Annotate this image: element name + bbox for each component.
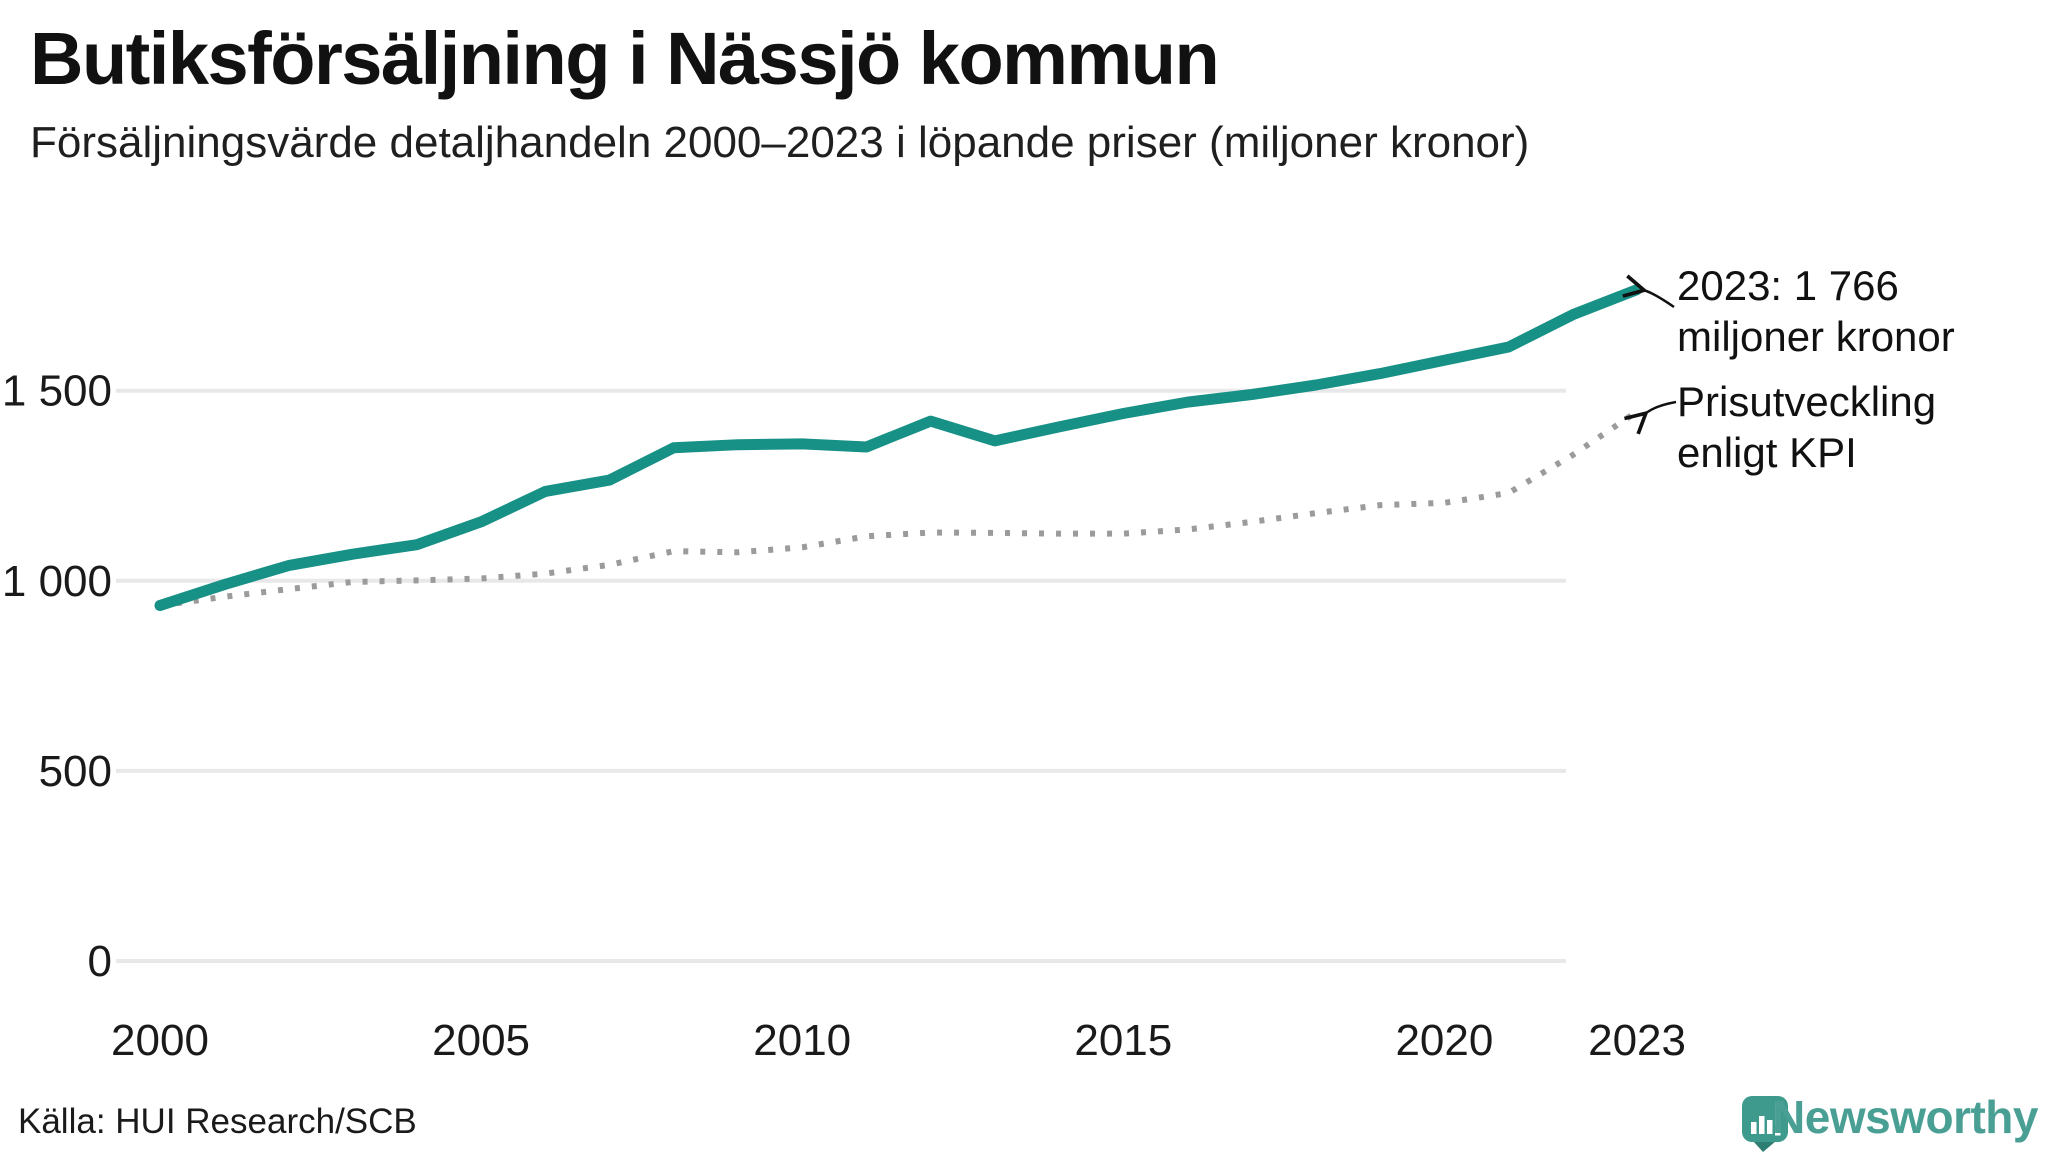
annotation-kpi-label: Prisutveckling enligt KPI <box>1677 376 1936 478</box>
annotation-latest-value: 2023: 1 766 miljoner kronor <box>1677 260 1955 362</box>
brand-name: Newsworthy <box>1772 1091 2038 1143</box>
annotation-kpi-line1: Prisutveckling <box>1677 378 1937 425</box>
x-tick-label-2010: 2010 <box>753 1016 851 1065</box>
y-tick-label-1500: 1 500 <box>2 367 112 416</box>
series-line-kpi <box>159 409 1639 609</box>
data-series-lines <box>154 284 1643 612</box>
annotation-latest-line2: miljoner kronor <box>1677 313 1955 360</box>
newsworthy-brand-link[interactable]: Newsworthy <box>1772 1090 2038 1144</box>
x-tick-label-2000: 2000 <box>111 1016 209 1065</box>
y-tick-label-500: 500 <box>39 747 112 796</box>
series-line-sales <box>154 284 1643 612</box>
x-tick-label-2020: 2020 <box>1395 1016 1493 1065</box>
page-subtitle: Försäljningsvärde detaljhandeln 2000–202… <box>30 118 1530 167</box>
gridlines <box>116 388 1566 963</box>
x-axis-tick-labels: 2000 2005 2010 2015 2020 2023 <box>111 1016 1686 1065</box>
y-tick-label-0: 0 <box>88 937 112 986</box>
newsworthy-logo-icon <box>1742 1096 1788 1152</box>
x-tick-label-2015: 2015 <box>1074 1016 1172 1065</box>
annotation-arrow-latest <box>1643 290 1675 309</box>
annotation-arrow-kpi <box>1645 400 1677 414</box>
x-tick-label-2023: 2023 <box>1588 1016 1686 1065</box>
y-axis-tick-labels: 0 500 1 000 1 500 <box>2 367 112 986</box>
source-note: Källa: HUI Research/SCB <box>18 1102 417 1141</box>
annotation-kpi-line2: enligt KPI <box>1677 429 1857 476</box>
x-tick-label-2005: 2005 <box>432 1016 530 1065</box>
y-tick-label-1000: 1 000 <box>2 557 112 606</box>
annotation-latest-line1: 2023: 1 766 <box>1677 262 1899 309</box>
page-title: Butiksförsäljning i Nässjö kommun <box>30 17 1220 100</box>
